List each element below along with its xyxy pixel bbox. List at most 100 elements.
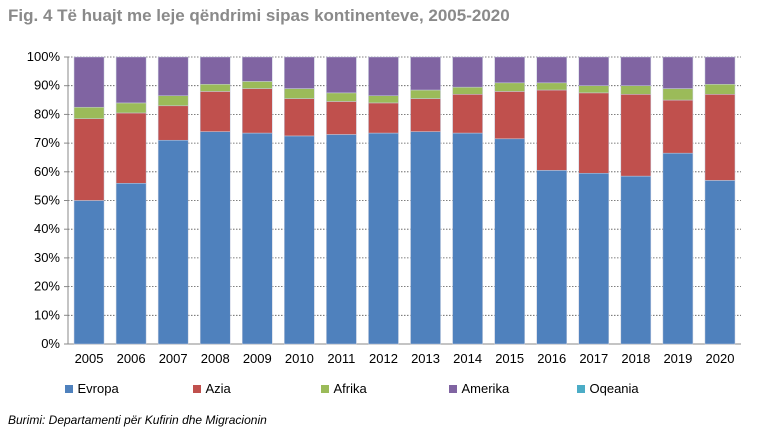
bar-afrika-2016 <box>536 82 567 91</box>
bar-amerika-2009 <box>242 56 273 82</box>
bar-amerika-2005 <box>73 56 105 108</box>
y-tick-label: 0% <box>41 336 60 351</box>
bar-afrika-2018 <box>620 85 652 95</box>
bar-azia-2007 <box>157 105 189 141</box>
bar-amerika-2013 <box>410 56 441 91</box>
x-tick-label: 2005 <box>75 351 104 366</box>
bar-amerika-2020 <box>704 56 736 85</box>
bar-azia-2012 <box>368 102 399 134</box>
bar-evropa-2016 <box>536 170 567 345</box>
bar-evropa-2010 <box>284 135 315 345</box>
x-tick-label: 2018 <box>621 351 650 366</box>
legend-swatch <box>320 384 329 393</box>
bar-evropa-2018 <box>620 175 652 345</box>
x-tick-label: 2020 <box>706 351 735 366</box>
bar-afrika-2006 <box>115 102 147 114</box>
y-tick-label: 70% <box>34 135 60 150</box>
bar-afrika-2010 <box>284 88 315 99</box>
x-tick-label: 2011 <box>327 351 355 366</box>
legend-label: Oqeania <box>589 381 639 396</box>
bar-azia-2013 <box>410 98 441 132</box>
bar-evropa-2009 <box>242 132 273 345</box>
bar-azia-2006 <box>115 112 147 184</box>
x-tick-label: 2007 <box>159 351 188 366</box>
chart-title: Fig. 4 Të huajt me leje qëndrimi sipas k… <box>8 6 510 25</box>
bar-afrika-2011 <box>326 92 357 102</box>
bar-evropa-2020 <box>704 180 736 345</box>
bar-amerika-2017 <box>578 56 610 86</box>
bar-azia-2009 <box>242 88 273 134</box>
x-tick-label: 2019 <box>663 351 692 366</box>
bar-evropa-2005 <box>73 200 105 345</box>
legend-item-amerika: Amerika <box>448 381 577 396</box>
bar-evropa-2008 <box>199 131 231 345</box>
legend-swatch <box>448 384 457 393</box>
bar-amerika-2014 <box>452 56 483 88</box>
y-tick-label: 50% <box>34 193 60 208</box>
bar-evropa-2015 <box>494 138 525 345</box>
bar-evropa-2014 <box>452 132 483 345</box>
bar-azia-2008 <box>199 91 231 132</box>
y-tick-label: 20% <box>34 279 60 294</box>
bar-amerika-2019 <box>662 56 694 89</box>
bar-afrika-2008 <box>199 84 231 92</box>
y-tick-label: 10% <box>34 307 60 322</box>
legend-item-evropa: Evropa <box>64 381 193 396</box>
bar-azia-2005 <box>73 118 105 201</box>
bar-evropa-2019 <box>662 152 694 345</box>
bar-azia-2016 <box>536 89 567 171</box>
bar-azia-2011 <box>326 101 357 135</box>
bar-evropa-2012 <box>368 132 399 345</box>
bar-azia-2018 <box>620 94 652 177</box>
x-tick-label: 2006 <box>117 351 146 366</box>
bar-afrika-2012 <box>368 95 399 104</box>
bar-amerika-2006 <box>115 56 147 104</box>
x-tick-label: 2012 <box>369 351 398 366</box>
legend-label: Azia <box>205 381 231 396</box>
bar-amerika-2008 <box>199 56 231 85</box>
legend-label: Afrika <box>333 381 367 396</box>
y-tick-label: 100% <box>27 49 61 64</box>
bar-amerika-2016 <box>536 56 567 84</box>
bar-afrika-2014 <box>452 86 483 95</box>
bar-afrika-2005 <box>73 106 105 119</box>
x-tick-label: 2014 <box>453 351 482 366</box>
legend-label: Amerika <box>461 381 510 396</box>
bar-amerika-2012 <box>368 56 399 96</box>
bar-amerika-2010 <box>284 56 315 89</box>
legend-label: Evropa <box>77 381 119 396</box>
legend-swatch <box>64 384 73 393</box>
bar-amerika-2018 <box>620 56 652 86</box>
y-tick-label: 30% <box>34 250 60 265</box>
y-tick-label: 40% <box>34 221 60 236</box>
bar-azia-2015 <box>494 91 525 140</box>
x-tick-label: 2010 <box>285 351 314 366</box>
bar-afrika-2015 <box>494 82 525 92</box>
bar-afrika-2017 <box>578 85 610 94</box>
bar-afrika-2013 <box>410 89 441 99</box>
x-tick-label: 2009 <box>243 351 272 366</box>
legend-item-oqeania: Oqeania <box>576 381 705 396</box>
x-tick-label: 2016 <box>537 351 566 366</box>
bar-azia-2020 <box>704 94 736 181</box>
bar-evropa-2013 <box>410 131 441 345</box>
bar-amerika-2011 <box>326 56 357 94</box>
y-tick-label: 90% <box>34 78 60 93</box>
x-tick-label: 2017 <box>579 351 608 366</box>
source-note: Burimi: Departamenti për Kufirin dhe Mig… <box>8 413 267 427</box>
bar-evropa-2006 <box>115 183 147 345</box>
legend-swatch <box>192 384 201 393</box>
legend: Evropa Azia Afrika Amerika Oqeania <box>0 381 769 396</box>
bar-afrika-2009 <box>242 81 273 89</box>
bar-azia-2017 <box>578 92 610 174</box>
bar-azia-2010 <box>284 98 315 137</box>
bar-azia-2019 <box>662 99 694 154</box>
x-tick-label: 2015 <box>495 351 524 366</box>
x-tick-label: 2013 <box>411 351 440 366</box>
bar-afrika-2019 <box>662 88 694 101</box>
legend-item-azia: Azia <box>192 381 321 396</box>
bar-afrika-2007 <box>157 95 189 107</box>
bar-amerika-2015 <box>494 56 525 84</box>
legend-item-afrika: Afrika <box>320 381 449 396</box>
bar-evropa-2017 <box>578 172 610 345</box>
